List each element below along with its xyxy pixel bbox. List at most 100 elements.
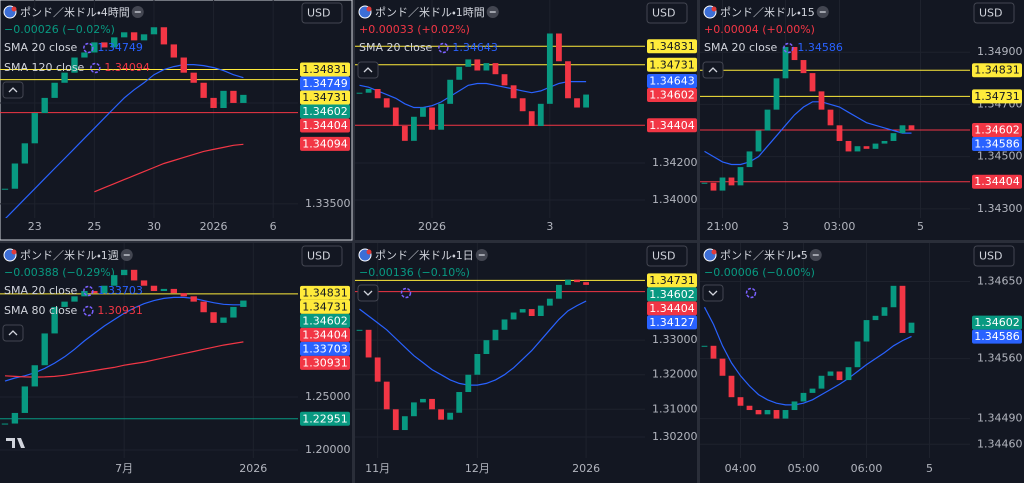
currency-button[interactable]: [646, 245, 688, 267]
candle: [456, 392, 463, 413]
currency-button[interactable]: [646, 2, 688, 24]
x-tick-label: 11月: [365, 462, 390, 475]
price-label: 1.34602: [974, 124, 1020, 137]
collapse-button[interactable]: [357, 61, 379, 79]
indicator-settings-icon[interactable]: [83, 42, 94, 54]
indicator-settings-icon[interactable]: [400, 287, 412, 299]
candle: [220, 317, 227, 323]
collapse-button[interactable]: [702, 61, 724, 79]
price-label: 1.34602: [302, 314, 348, 327]
indicator-settings-icon[interactable]: [438, 42, 449, 54]
candle: [827, 371, 834, 376]
plot-area: [700, 0, 970, 218]
collapse-icon: [708, 290, 718, 296]
price-label: 1.34731: [302, 91, 348, 104]
candle: [845, 367, 852, 381]
candle: [818, 375, 825, 389]
collapse-button[interactable]: [2, 81, 24, 99]
candle: [890, 133, 897, 141]
candle: [456, 66, 463, 80]
chart-title: ポンド／米ドル・5: [720, 249, 808, 262]
x-tick-label: 3: [546, 220, 553, 233]
moving-average: [359, 300, 587, 386]
price-label: 1.34831: [302, 63, 348, 76]
candle: [755, 130, 762, 152]
collapse-button[interactable]: [2, 324, 24, 342]
indicator-settings-icon[interactable]: [83, 285, 94, 297]
price-label: 1.34127: [649, 316, 695, 329]
collapse-button[interactable]: [702, 284, 724, 302]
panel: 11月 12月 2026 1.33000 1.32000 1.31000 1.30200 1.…: [355, 243, 698, 483]
candle: [881, 140, 888, 144]
y-tick-label: 1.34900: [977, 45, 1023, 58]
indicator-name: SMA 20 close: [704, 41, 778, 54]
price-label-box: [972, 174, 1022, 189]
price-label: 1.34404: [302, 328, 348, 341]
indicator-name: SMA 120 close: [4, 61, 85, 74]
indicator-settings-icon[interactable]: [90, 62, 101, 74]
candle: [230, 90, 237, 103]
candle: [120, 269, 128, 276]
indicator-settings-icon[interactable]: [745, 287, 757, 299]
plot-area: [700, 243, 970, 458]
plot-area: [355, 243, 645, 458]
candle: [11, 163, 19, 189]
indicator-settings-icon[interactable]: [83, 305, 94, 317]
panel: 04:00 05:00 06:00 5 1.34650 1.34560 1.34490 1.3…: [700, 243, 1024, 483]
x-tick-label: 2026: [572, 462, 600, 475]
price-label-box: [300, 76, 350, 91]
symbol-icon-dot: [711, 6, 717, 12]
candle: [420, 107, 426, 117]
candle: [800, 392, 807, 402]
candle: [111, 275, 118, 286]
candle: [528, 309, 535, 316]
price-label: 1.34404: [649, 119, 695, 132]
currency-button[interactable]: [301, 245, 343, 267]
candle: [41, 333, 48, 366]
price-label: 1.34643: [649, 75, 695, 88]
candle: [31, 365, 38, 387]
candle: [483, 63, 490, 71]
price-label: 1.34404: [649, 302, 695, 315]
price-label-box: [972, 123, 1022, 138]
candle: [890, 285, 897, 308]
candle: [510, 312, 517, 320]
candle: [190, 296, 197, 302]
candle: [210, 97, 217, 108]
candle: [773, 78, 780, 110]
candle: [429, 398, 435, 410]
price-label: 1.34602: [649, 288, 695, 301]
candle: [140, 280, 148, 286]
symbol-icon-dot: [366, 249, 372, 255]
currency-button[interactable]: [301, 2, 343, 24]
candle: [160, 288, 168, 292]
candle: [21, 143, 29, 164]
price-label: 1.34731: [649, 58, 695, 71]
candle: [583, 94, 589, 108]
candle: [170, 44, 178, 58]
candle: [809, 73, 816, 92]
price-label-box: [300, 341, 350, 356]
indicator-settings-icon[interactable]: [783, 42, 794, 54]
candle: [701, 345, 708, 347]
candle: [230, 306, 237, 318]
candle: [1, 423, 9, 425]
y-tick-label: 1.34300: [977, 202, 1023, 215]
y-tick-label: 1.34500: [977, 150, 1023, 163]
panel-background: [0, 243, 352, 483]
moving-average: [4, 341, 244, 378]
currency-button[interactable]: [973, 245, 1015, 267]
collapse-button[interactable]: [357, 284, 379, 302]
price-change: +0.00004 (+0.00%): [704, 23, 815, 36]
collapse-icon: [708, 67, 718, 73]
candle: [701, 182, 708, 184]
price-label-box: [300, 313, 350, 328]
currency-button[interactable]: [973, 2, 1015, 24]
candle: [447, 79, 454, 104]
price-label-box: [647, 301, 697, 316]
candle: [791, 46, 798, 61]
price-label-box: [300, 327, 350, 342]
currency-label: USD: [652, 7, 676, 20]
moving-average: [94, 143, 244, 193]
candle: [51, 306, 58, 334]
